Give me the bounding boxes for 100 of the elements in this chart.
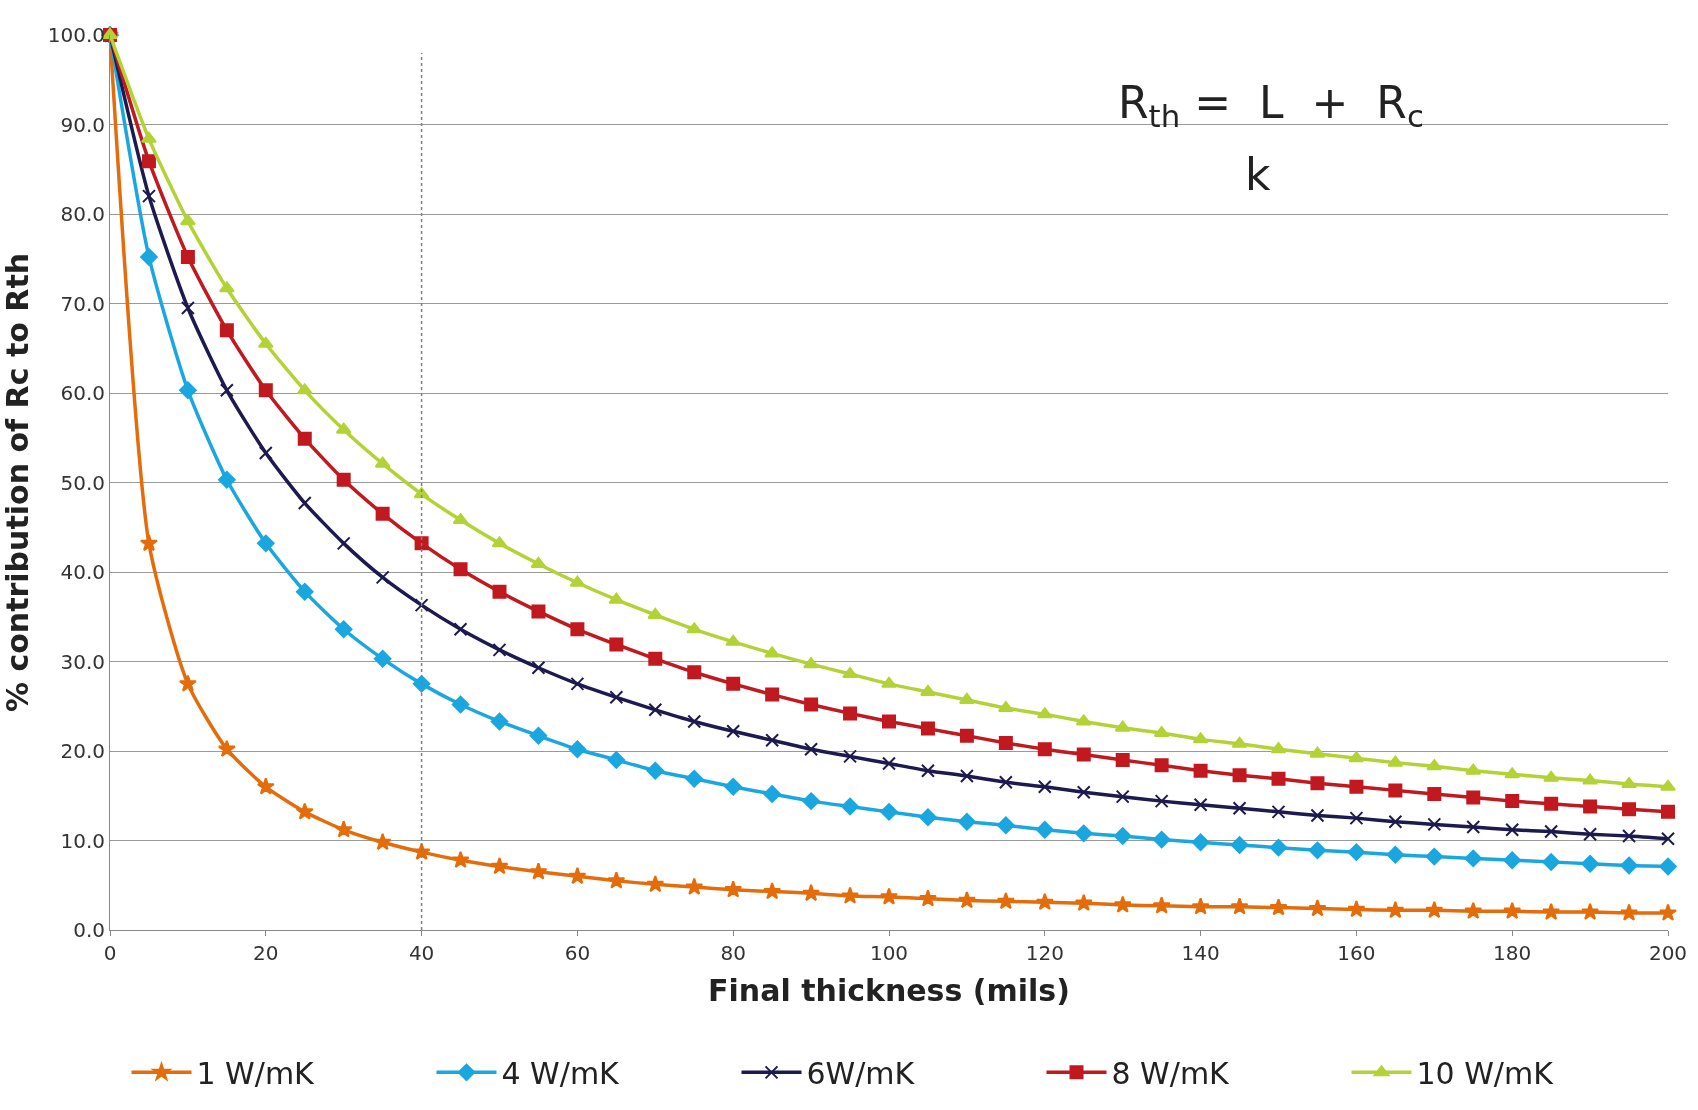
x-tick-label: 140: [1181, 941, 1220, 965]
point: [958, 692, 975, 704]
point: [804, 697, 819, 712]
point: [374, 456, 391, 468]
y-tick-label: 10.0: [60, 828, 105, 853]
point: [920, 763, 935, 778]
point: [958, 812, 976, 831]
point: [1504, 767, 1521, 779]
point: [1466, 820, 1481, 835]
point: [1230, 897, 1249, 915]
point: [1583, 799, 1598, 814]
point: [1193, 797, 1208, 812]
point: [607, 871, 626, 889]
legend-label: 6W/mK: [806, 1056, 916, 1092]
point: [178, 674, 197, 692]
point: [217, 739, 236, 758]
point: [880, 803, 898, 821]
point: [1153, 726, 1170, 738]
point: [1620, 903, 1639, 921]
point: [1269, 838, 1288, 857]
point: [1115, 752, 1130, 767]
point: [1152, 896, 1171, 914]
point: [725, 634, 742, 646]
point: [1466, 790, 1481, 805]
point: [1232, 801, 1247, 816]
point: [919, 808, 937, 827]
point: [568, 866, 587, 885]
point: [685, 877, 704, 895]
point: [843, 706, 858, 721]
point: [412, 675, 431, 693]
point: [1386, 900, 1405, 919]
point: [1270, 742, 1287, 754]
point: [179, 381, 197, 400]
point: [1310, 776, 1325, 791]
point: [763, 785, 781, 803]
point: [491, 536, 508, 548]
point: [1542, 902, 1561, 920]
point: [1113, 827, 1132, 845]
x-tick-label: 40: [408, 941, 435, 965]
point: [1622, 829, 1637, 844]
point: [336, 472, 351, 487]
point: [1387, 755, 1404, 767]
x-tick-label: 80: [720, 941, 746, 965]
point: [1193, 763, 1208, 778]
point: [687, 665, 702, 680]
point: [1464, 849, 1483, 868]
point: [1349, 779, 1364, 794]
point: [296, 383, 313, 395]
point: [880, 887, 898, 905]
point: [414, 536, 429, 551]
point: [842, 667, 858, 679]
point: [1269, 898, 1288, 916]
point: [1347, 843, 1366, 861]
point: [570, 622, 585, 637]
point: [726, 676, 741, 691]
x-tick-label: 20: [253, 941, 279, 965]
point: [1037, 742, 1052, 757]
point: [1191, 833, 1210, 852]
point: [295, 582, 314, 601]
x-tick-label: 180: [1493, 941, 1532, 965]
point: [1583, 827, 1598, 842]
point: [1074, 893, 1093, 911]
point: [141, 131, 157, 143]
point: [607, 751, 626, 769]
x-tick-label: 0: [103, 941, 117, 965]
point: [920, 684, 936, 696]
point: [1076, 747, 1091, 762]
point: [375, 570, 390, 585]
point: [804, 742, 819, 757]
point: [724, 778, 742, 796]
y-tick-label: 40.0: [60, 560, 105, 584]
point: [1543, 770, 1560, 782]
point: [1544, 796, 1559, 811]
point: [1464, 901, 1483, 920]
point: [1230, 836, 1249, 854]
point: [414, 598, 429, 613]
point: [841, 886, 860, 904]
point: [1036, 707, 1053, 719]
point: [1271, 771, 1286, 786]
point: [1505, 794, 1520, 809]
point: [609, 690, 624, 705]
point: [648, 702, 663, 717]
point: [1660, 779, 1676, 791]
point: [687, 714, 702, 729]
point: [765, 687, 780, 702]
point: [1542, 853, 1560, 871]
point: [609, 637, 624, 652]
point: [1152, 830, 1171, 849]
point: [569, 575, 586, 587]
point: [686, 622, 703, 634]
point: [257, 534, 275, 553]
point: [1113, 895, 1132, 913]
point: [881, 676, 897, 688]
point: [1465, 763, 1482, 775]
x-tick-label: 120: [1025, 941, 1064, 965]
point: [882, 714, 896, 729]
point: [141, 189, 156, 204]
point: [1425, 900, 1444, 919]
point: [1582, 773, 1599, 785]
point: [140, 248, 158, 266]
